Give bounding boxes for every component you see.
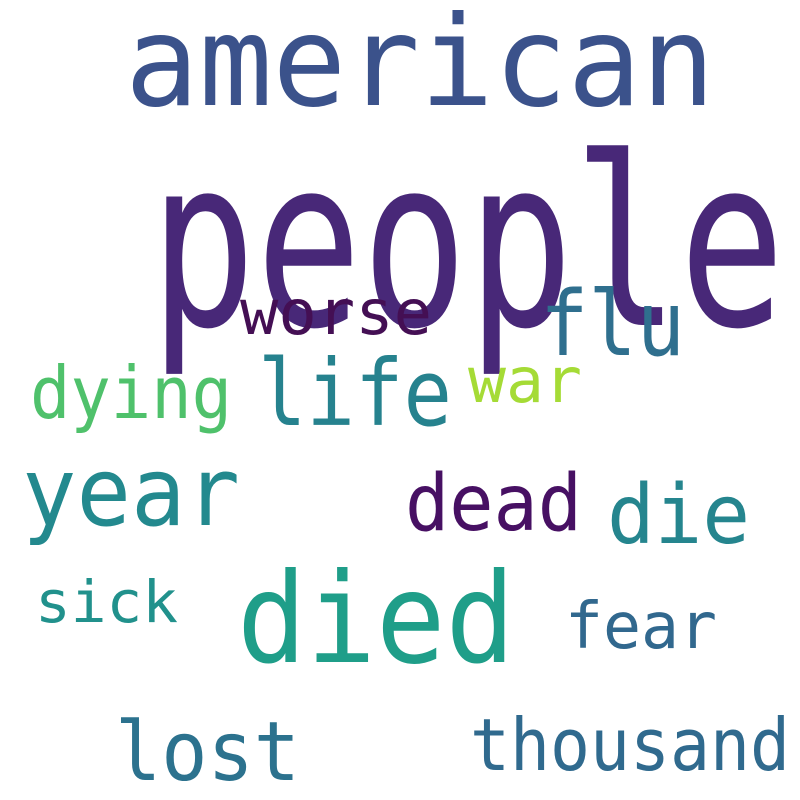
word: flu [540,272,685,377]
word: die [607,468,750,563]
word: died [237,547,515,692]
word: war [468,344,582,417]
word: american [125,0,715,135]
word: dying [30,351,232,435]
word: sick [35,568,178,636]
word: thousand [470,703,790,787]
word: people [150,108,785,381]
word: worse [240,276,432,349]
word: life [258,340,452,447]
word: year [22,438,240,548]
word: dead [405,459,582,549]
word: lost [115,705,300,800]
word: fear [565,590,717,664]
